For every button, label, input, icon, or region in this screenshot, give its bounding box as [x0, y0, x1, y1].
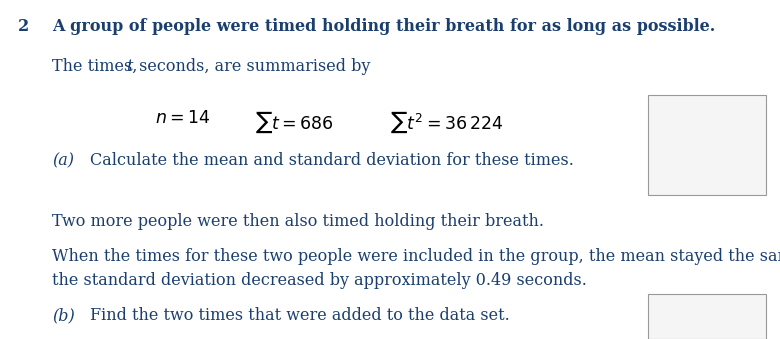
- Text: seconds, are summarised by: seconds, are summarised by: [134, 58, 370, 75]
- Text: The times,: The times,: [52, 58, 143, 75]
- Text: (b): (b): [52, 307, 75, 324]
- Bar: [648, 294, 766, 339]
- Text: 2: 2: [18, 18, 30, 35]
- Text: $n = 14$: $n = 14$: [155, 110, 211, 127]
- Text: (a): (a): [52, 152, 74, 169]
- Text: t: t: [126, 58, 133, 75]
- Bar: [648, 95, 766, 195]
- Text: the standard deviation decreased by approximately 0.49 seconds.: the standard deviation decreased by appr…: [52, 272, 587, 289]
- Text: Find the two times that were added to the data set.: Find the two times that were added to th…: [90, 307, 510, 324]
- Text: $\sum t = 686$: $\sum t = 686$: [255, 110, 334, 135]
- Text: $\sum t^2 = 36\,224$: $\sum t^2 = 36\,224$: [390, 110, 503, 135]
- Text: Calculate the mean and standard deviation for these times.: Calculate the mean and standard deviatio…: [90, 152, 574, 169]
- Text: When the times for these two people were included in the group, the mean stayed : When the times for these two people were…: [52, 248, 780, 265]
- Text: A group of people were timed holding their breath for as long as possible.: A group of people were timed holding the…: [52, 18, 715, 35]
- Text: Two more people were then also timed holding their breath.: Two more people were then also timed hol…: [52, 213, 544, 230]
